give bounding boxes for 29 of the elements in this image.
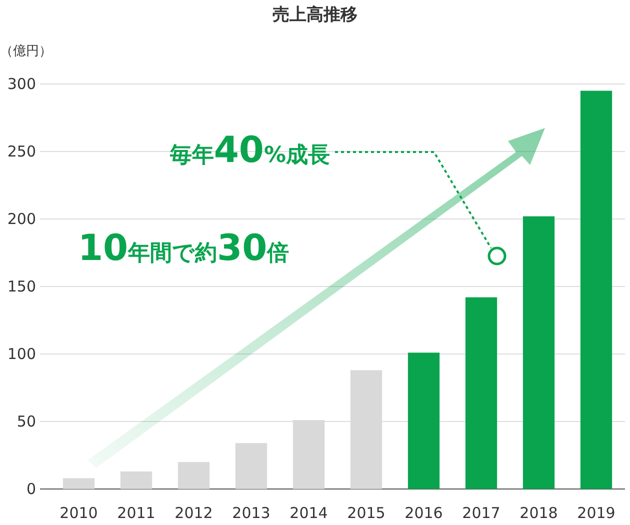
x-tick-label: 2019: [577, 504, 616, 522]
x-tick-label: 2011: [117, 504, 156, 522]
y-tick-label: 250: [7, 142, 36, 160]
y-tick-label: 50: [16, 412, 36, 430]
bar: [580, 90, 612, 489]
x-tick-label: 2015: [347, 504, 386, 522]
y-tick-label: 200: [7, 210, 36, 228]
bar: [522, 216, 555, 489]
bar: [465, 297, 498, 489]
x-tick-label: 2012: [174, 504, 213, 522]
x-tick-label: 2016: [404, 504, 443, 522]
x-tick-label: 2013: [232, 504, 270, 522]
y-tick-label: 300: [7, 75, 36, 93]
x-tick-label: 2017: [462, 504, 500, 522]
x-tick-label: 2010: [60, 504, 98, 522]
bar: [120, 471, 152, 489]
x-tick-label: 2018: [520, 504, 558, 522]
y-tick-label: 150: [7, 278, 36, 296]
annotation: 毎年40%成長: [168, 130, 330, 171]
bar: [178, 462, 210, 489]
bar: [408, 352, 440, 489]
bar: [235, 443, 268, 489]
chart-title: 売上高推移: [272, 5, 358, 25]
bar: [62, 478, 95, 489]
x-tick-label: 2014: [290, 504, 328, 522]
y-axis-title: （億円）: [0, 44, 52, 59]
y-tick-label: 0: [26, 480, 36, 498]
annotation: 10年間で約30倍: [78, 228, 290, 269]
y-tick-label: 100: [7, 345, 36, 363]
